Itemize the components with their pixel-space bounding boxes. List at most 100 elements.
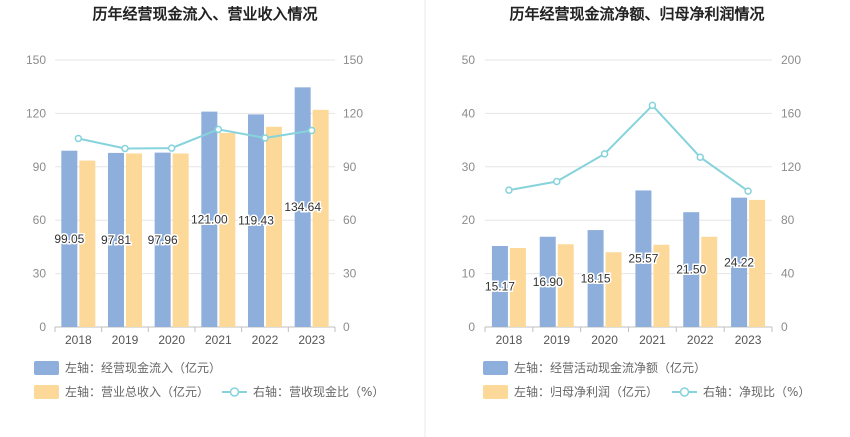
ratio-point	[744, 187, 752, 195]
x-tick-label: 2023	[298, 333, 325, 347]
left-y-tick-label: 120	[26, 106, 46, 120]
x-tick-label: 2022	[252, 333, 279, 347]
left-y-tick-label: 0	[468, 320, 475, 334]
bar-secondary	[172, 153, 189, 327]
legend-label: 右轴：营收现金比（%）	[253, 384, 384, 399]
ratio-point	[214, 125, 223, 134]
right-y-tick-label: 90	[343, 160, 357, 174]
bar-primary	[587, 230, 604, 327]
bar-primary	[731, 197, 748, 327]
ratio-point	[505, 186, 513, 194]
bar-primary	[108, 152, 124, 327]
bar-secondary	[749, 199, 766, 327]
bar-secondary	[79, 160, 96, 327]
bar-primary	[294, 87, 311, 328]
ratio-line	[78, 128, 312, 150]
bar-primary	[61, 150, 78, 327]
ratio-point	[696, 153, 704, 161]
x-tick-label: 2020	[591, 333, 618, 347]
bar-secondary	[266, 126, 282, 327]
ratio-point	[600, 150, 609, 158]
x-tick-label: 2019	[543, 333, 570, 347]
left-y-tick-label: 50	[462, 53, 476, 67]
bar-secondary	[219, 132, 236, 327]
bar-data-label: 15.17	[485, 279, 515, 293]
right-y-tick-label: 120	[781, 160, 801, 174]
legend-swatch	[34, 361, 59, 375]
chart-title: 历年经营现金流净额、归母净利润情况	[509, 5, 764, 23]
bar-data-label: 99.05	[54, 232, 84, 246]
x-tick-label: 2022	[687, 333, 714, 347]
bar-primary	[539, 236, 556, 327]
bar-data-label: 21.50	[676, 263, 706, 277]
bar-secondary	[312, 109, 329, 327]
x-tick-label: 2018	[496, 333, 523, 347]
left-y-tick-label: 20	[462, 213, 476, 227]
left-y-tick-label: 90	[33, 160, 47, 174]
left-y-tick-label: 150	[26, 53, 46, 67]
legend-swatch	[34, 385, 59, 399]
legend-label: 左轴：营业总收入（亿元）	[65, 384, 209, 399]
bar-primary	[683, 212, 700, 327]
x-tick-label: 2018	[65, 333, 92, 347]
right-y-tick-label: 0	[343, 320, 350, 334]
bar-data-label: 119.43	[238, 214, 274, 228]
bar-primary	[154, 152, 171, 327]
ratio-point	[261, 134, 269, 142]
x-tick-label: 2019	[112, 333, 139, 347]
bar-data-label: 134.64	[284, 200, 321, 214]
left-y-tick-label: 0	[39, 320, 46, 334]
legend-label: 左轴：经营现金流入（亿元）	[65, 360, 221, 375]
left-y-tick-label: 60	[33, 213, 47, 227]
bar-data-label: 97.96	[148, 233, 178, 247]
x-tick-label: 2023	[735, 333, 762, 347]
right-y-tick-label: 160	[781, 106, 801, 120]
ratio-point	[121, 144, 129, 153]
left-y-tick-label: 10	[462, 267, 476, 281]
legend-line-marker	[229, 387, 240, 397]
right-y-tick-label: 120	[343, 106, 363, 120]
ratio-point	[307, 126, 316, 135]
bar-data-label: 25.57	[628, 252, 658, 266]
ratio-point	[648, 101, 657, 110]
bar-secondary	[557, 244, 574, 327]
bar-secondary	[126, 153, 142, 327]
bar-primary	[248, 114, 264, 327]
bar-secondary	[509, 247, 526, 327]
bar-data-label: 16.90	[533, 275, 563, 289]
x-tick-label: 2020	[158, 333, 185, 347]
left-y-tick-label: 30	[33, 267, 47, 281]
right-y-tick-label: 60	[343, 213, 357, 227]
ratio-point	[74, 134, 83, 143]
legend-swatch	[483, 361, 508, 375]
right-y-tick-label: 40	[781, 267, 795, 281]
right-y-tick-label: 200	[781, 53, 801, 67]
legend-label: 左轴：归母净利润（亿元）	[514, 384, 658, 399]
legend-line-marker	[679, 387, 690, 397]
bar-secondary	[701, 236, 718, 327]
chart-title: 历年经营现金流入、营业收入情况	[92, 5, 317, 23]
bar-primary	[201, 111, 218, 328]
bar-data-label: 121.00	[191, 212, 228, 226]
right-y-tick-label: 150	[343, 53, 363, 67]
bar-data-label: 97.81	[101, 233, 131, 247]
bar-primary	[491, 245, 508, 327]
legend-label: 左轴：经营活动现金流净额（亿元）	[514, 360, 706, 375]
right-y-tick-label: 30	[343, 267, 357, 281]
x-tick-label: 2021	[639, 333, 666, 347]
left-y-tick-label: 40	[462, 106, 476, 120]
right-y-tick-label: 80	[781, 213, 795, 227]
bar-data-label: 24.22	[724, 255, 754, 269]
left-y-tick-label: 30	[462, 160, 476, 174]
bar-secondary	[605, 252, 622, 327]
ratio-point	[553, 177, 561, 186]
x-tick-label: 2021	[205, 333, 232, 347]
ratio-point	[167, 144, 176, 152]
ratio-line	[508, 103, 749, 192]
bar-secondary	[653, 244, 670, 327]
bar-data-label: 18.15	[581, 272, 611, 286]
legend-swatch	[483, 385, 508, 399]
right-y-tick-label: 0	[781, 320, 788, 334]
